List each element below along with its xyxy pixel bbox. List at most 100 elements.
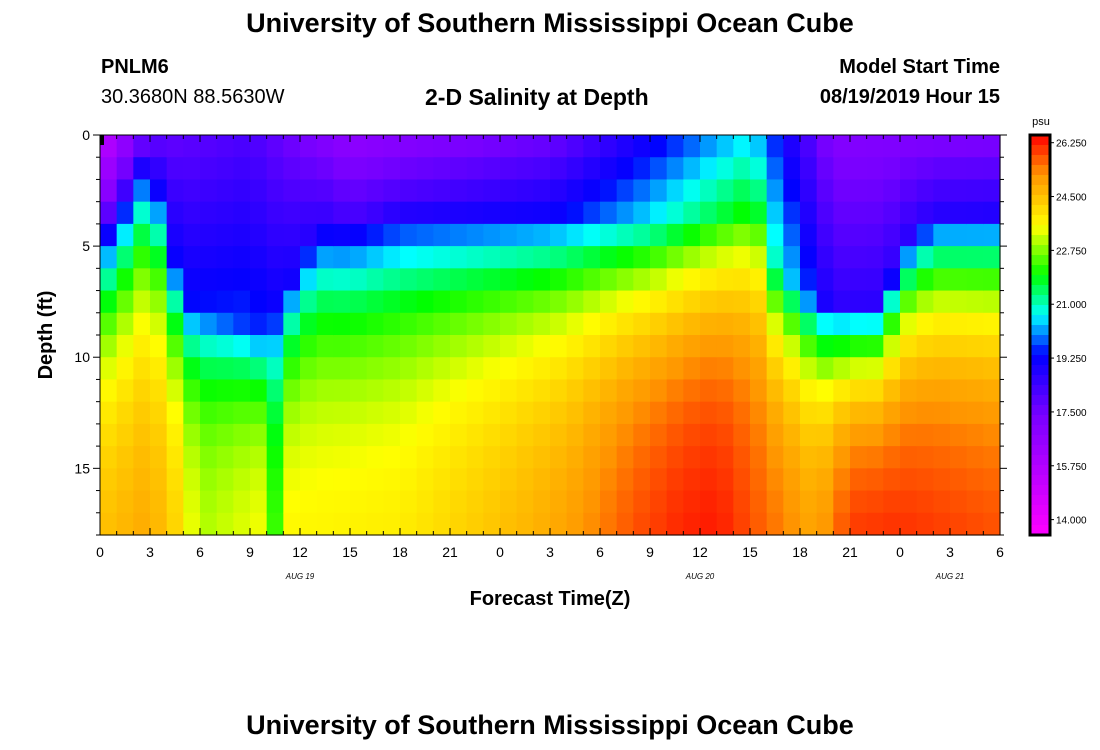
heat-cell <box>316 335 334 358</box>
heat-cell <box>866 268 884 292</box>
colorbar: 26.250 24.500 22.750 21.000 19.250 17.500 15.7… <box>1028 116 1087 537</box>
heat-cell <box>250 468 268 492</box>
heat-cell <box>783 401 801 425</box>
heat-cell <box>100 157 118 181</box>
heat-cell <box>283 490 301 514</box>
heat-cell <box>300 357 318 381</box>
heat-cell <box>266 268 284 292</box>
heat-cell <box>816 135 834 158</box>
heat-cell <box>566 468 584 492</box>
heat-cell <box>800 401 818 425</box>
heat-cell <box>433 135 451 158</box>
heat-cell <box>666 223 684 247</box>
heat-cell <box>716 246 734 269</box>
origin-marker <box>100 135 104 145</box>
heat-cell <box>833 490 851 514</box>
heat-cell <box>783 290 801 314</box>
heat-cell <box>616 490 634 514</box>
heat-cell <box>966 357 984 381</box>
heat-cell <box>450 157 468 181</box>
colorbar-band <box>1030 205 1050 216</box>
heat-cell <box>966 290 984 314</box>
heat-cell <box>216 446 234 469</box>
x-tick-label: 12 <box>692 544 708 560</box>
heat-cell <box>483 490 501 514</box>
heat-cell <box>583 246 601 269</box>
heat-cell <box>683 312 701 336</box>
heat-cell <box>400 157 418 181</box>
heat-cell <box>950 135 968 158</box>
heat-cell <box>716 423 734 447</box>
heat-cell <box>750 401 768 425</box>
heat-cell <box>266 446 284 469</box>
heat-cell <box>783 423 801 447</box>
heat-cell <box>233 290 251 314</box>
heat-cell <box>416 335 434 358</box>
heat-cell <box>350 312 368 336</box>
heat-cell <box>116 246 134 269</box>
heat-cell <box>700 290 718 314</box>
heat-cell <box>683 135 701 158</box>
heat-cell <box>183 223 201 247</box>
heat-cell <box>716 268 734 292</box>
heat-cell <box>433 246 451 269</box>
heat-cell <box>866 335 884 358</box>
heat-cell <box>900 357 918 381</box>
x-tick-label: 6 <box>996 544 1004 560</box>
heat-cell <box>316 423 334 447</box>
heat-cell <box>533 179 551 203</box>
heat-cell <box>383 201 401 225</box>
heat-cell <box>250 135 268 158</box>
heat-cell <box>850 490 868 514</box>
heat-cell <box>633 335 651 358</box>
heat-cell <box>683 423 701 447</box>
heat-cell <box>716 201 734 225</box>
heat-cell <box>366 135 384 158</box>
heat-cell <box>516 490 534 514</box>
heat-cell <box>416 223 434 247</box>
heat-cell <box>866 223 884 247</box>
heat-cell <box>883 135 901 158</box>
heat-cell <box>933 335 951 358</box>
model-start-time: 08/19/2019 Hour 15 <box>819 86 1000 108</box>
colorbar-tick-label: 17.500 <box>1056 408 1087 419</box>
heat-cell <box>700 179 718 203</box>
heat-cell <box>333 357 351 381</box>
y-tick-label: 10 <box>74 349 90 365</box>
heat-cell <box>183 312 201 336</box>
heat-cell <box>933 423 951 447</box>
heat-cell <box>566 312 584 336</box>
heat-cell <box>750 335 768 358</box>
heat-cell <box>683 468 701 492</box>
heat-cell <box>633 512 651 536</box>
heat-cell <box>316 201 334 225</box>
heat-cell <box>483 268 501 292</box>
heat-cell <box>650 512 668 536</box>
heat-cell <box>233 201 251 225</box>
heat-cell <box>416 312 434 336</box>
heat-cell <box>133 468 151 492</box>
heat-cell <box>166 357 184 381</box>
heat-cell <box>250 312 268 336</box>
heat-cell <box>166 246 184 269</box>
heat-cell <box>466 135 484 158</box>
heat-cell <box>533 201 551 225</box>
x-axis-label: Forecast Time(Z) <box>470 588 631 610</box>
heat-cell <box>783 312 801 336</box>
heat-cell <box>750 490 768 514</box>
heat-cell <box>666 290 684 314</box>
heat-cell <box>516 468 534 492</box>
heat-cell <box>133 423 151 447</box>
heat-cell <box>200 335 218 358</box>
plot-title: 2-D Salinity at Depth <box>425 84 649 110</box>
heat-cell <box>450 179 468 203</box>
heat-cell <box>833 468 851 492</box>
heat-cell <box>216 379 234 403</box>
heat-cell <box>816 157 834 181</box>
heat-cell <box>383 423 401 447</box>
heat-cell <box>566 490 584 514</box>
heat-cell <box>783 246 801 269</box>
heat-cell <box>283 179 301 203</box>
heat-cell <box>650 223 668 247</box>
heat-cell <box>633 135 651 158</box>
